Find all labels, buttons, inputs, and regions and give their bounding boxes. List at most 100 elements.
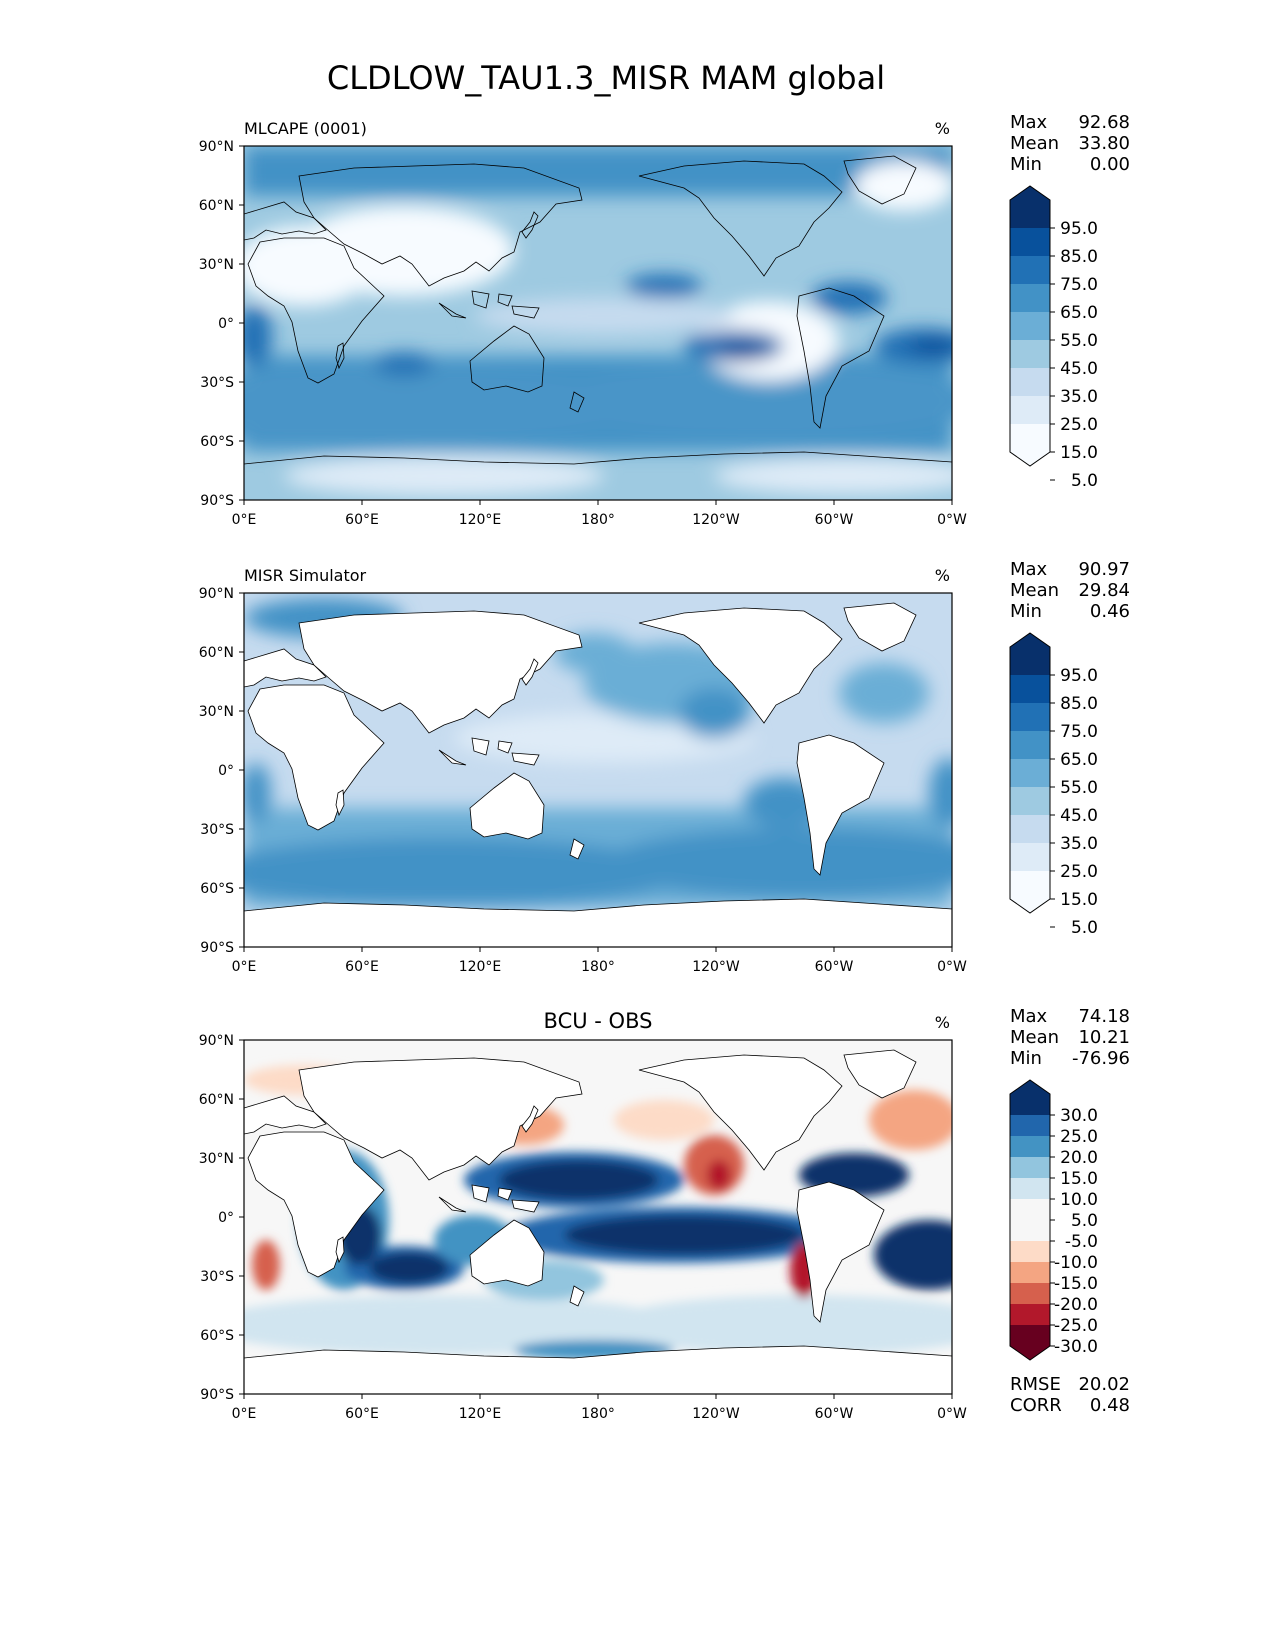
panel-ref-stats: Max 90.97 Mean 29.84 Min 0.46 bbox=[1010, 559, 1130, 622]
colorbar-tick-label: -30.0 bbox=[1054, 1337, 1098, 1357]
lat-tick-label: 30°S bbox=[200, 822, 234, 838]
panel-test-colorbar: 95.0 85.0 75.0 65.0 55.0 45.0 35.0 25.0 15.0 5.0 bbox=[1009, 185, 1098, 491]
colorbar-swatch bbox=[1010, 368, 1050, 397]
stat-label: Max bbox=[1010, 1006, 1048, 1027]
lat-tick-label: 30°N bbox=[199, 704, 234, 720]
colorbar-extend-bottom bbox=[1010, 452, 1050, 466]
stat-value: 0.00 bbox=[1090, 154, 1130, 175]
lat-tick-label: 0° bbox=[218, 1210, 234, 1226]
colorbar-swatch bbox=[1010, 815, 1050, 844]
lat-tick-label: 60°N bbox=[199, 645, 234, 661]
stat-value: 10.21 bbox=[1078, 1027, 1130, 1048]
lon-tick-label: 120°W bbox=[692, 1406, 740, 1422]
panel-ref-colorbar: 95.0 85.0 75.0 65.0 55.0 45.0 35.0 25.0 15.0 5.0 bbox=[1009, 632, 1098, 938]
colorbar-swatch bbox=[1010, 312, 1050, 341]
colorbar-swatch bbox=[1010, 1283, 1050, 1305]
stat-value: 33.80 bbox=[1078, 133, 1130, 154]
lat-tick-label: 90°N bbox=[199, 139, 234, 155]
colorbar-tick-label: 15.0 bbox=[1060, 890, 1098, 910]
stat-value: 0.46 bbox=[1090, 601, 1130, 622]
colorbar-tick-label: 95.0 bbox=[1060, 666, 1098, 686]
lon-tick-label: 0°W bbox=[937, 959, 967, 975]
colorbar-swatch bbox=[1010, 284, 1050, 313]
colorbar-extend-bottom bbox=[1010, 899, 1050, 913]
colorbar-swatch bbox=[1010, 1304, 1050, 1326]
panel-ref-axes: 90°N 60°N 30°N 0° 30°S 60°S 90°S 0°E 60°E 120°E 18… bbox=[199, 586, 967, 975]
stat-value: -76.96 bbox=[1072, 1048, 1130, 1069]
rmse-value: 20.02 bbox=[1078, 1374, 1130, 1395]
colorbar-tick-label: 15.0 bbox=[1060, 1169, 1098, 1189]
colorbar-swatch bbox=[1010, 1115, 1050, 1137]
lat-tick-label: 30°S bbox=[200, 1269, 234, 1285]
panel-ref-units: % bbox=[935, 566, 950, 585]
colorbar-tick-label: 75.0 bbox=[1060, 275, 1098, 295]
lon-tick-label: 0°W bbox=[937, 512, 967, 528]
lon-tick-label: 120°E bbox=[459, 512, 502, 528]
stat-label: Mean bbox=[1010, 580, 1059, 601]
colorbar-tick-label: -10.0 bbox=[1054, 1253, 1098, 1273]
lat-tick-label: 90°S bbox=[200, 940, 234, 956]
colorbar-tick-label: 15.0 bbox=[1060, 443, 1098, 463]
colorbar-tick-label: 45.0 bbox=[1060, 359, 1098, 379]
colorbar-tick-label: 5.0 bbox=[1071, 1211, 1098, 1231]
lat-tick-label: 30°N bbox=[199, 1151, 234, 1167]
lon-tick-label: 180° bbox=[581, 1406, 615, 1422]
colorbar-tick-label: 25.0 bbox=[1060, 862, 1098, 882]
lat-tick-label: 90°S bbox=[200, 1387, 234, 1403]
stat-label: Min bbox=[1010, 1048, 1042, 1069]
panel-ref: MISR Simulator % 90°N60°N30°N0°30°S60°S9… bbox=[199, 566, 967, 975]
panel-diff-colorbar: 30.025.020.015.010.05.0-5.0-10.0-15.0-20… bbox=[1009, 1079, 1098, 1361]
colorbar-swatch bbox=[1010, 703, 1050, 732]
lon-tick-label: 60°E bbox=[345, 1406, 379, 1422]
colorbar-swatch bbox=[1010, 1262, 1050, 1284]
colorbar-tick-label: -25.0 bbox=[1054, 1316, 1098, 1336]
colorbar-tick-label: 95.0 bbox=[1060, 219, 1098, 239]
panel-ref-title: MISR Simulator bbox=[244, 566, 367, 585]
colorbar-tick-label: 20.0 bbox=[1060, 1148, 1098, 1168]
lon-tick-label: 0°E bbox=[232, 959, 257, 975]
stat-value: 92.68 bbox=[1078, 112, 1130, 133]
lat-tick-label: 0° bbox=[218, 763, 234, 779]
lat-tick-label: 60°S bbox=[200, 434, 234, 450]
colorbar-tick-label: 35.0 bbox=[1060, 834, 1098, 854]
colorbar-extend-top bbox=[1010, 633, 1050, 647]
colorbar-swatch bbox=[1010, 1178, 1050, 1200]
lon-tick-label: 0°E bbox=[232, 512, 257, 528]
colorbar-tick-label: 65.0 bbox=[1060, 303, 1098, 323]
panel-diff-footer-stats: RMSE 20.02 CORR 0.48 bbox=[1010, 1374, 1130, 1416]
colorbar-swatch bbox=[1010, 647, 1050, 676]
lon-tick-label: 60°W bbox=[815, 1406, 854, 1422]
colorbar-tick-label: -15.0 bbox=[1054, 1274, 1098, 1294]
colorbar-extend-bottom bbox=[1010, 1346, 1050, 1360]
stat-label: Max bbox=[1010, 112, 1048, 133]
colorbar-swatch bbox=[1010, 731, 1050, 760]
colorbar-tick-label: 85.0 bbox=[1060, 694, 1098, 714]
colorbar-tick-label: 25.0 bbox=[1060, 1127, 1098, 1147]
stat-label: Min bbox=[1010, 601, 1042, 622]
panel-test-stats: Max 92.68 Mean 33.80 Min 0.00 bbox=[1010, 112, 1130, 175]
lat-tick-label: 60°N bbox=[199, 198, 234, 214]
stat-label: Min bbox=[1010, 154, 1042, 175]
lat-tick-label: 90°S bbox=[200, 493, 234, 509]
stat-value: 29.84 bbox=[1078, 580, 1130, 601]
colorbar-tick-label: -20.0 bbox=[1054, 1295, 1098, 1315]
lat-tick-label: 30°N bbox=[199, 257, 234, 273]
colorbar-swatch bbox=[1010, 340, 1050, 369]
colorbar-tick-label: 75.0 bbox=[1060, 722, 1098, 742]
lat-tick-label: 0° bbox=[218, 316, 234, 332]
colorbar-swatch bbox=[1010, 871, 1050, 900]
colorbar-tick-label: 55.0 bbox=[1060, 778, 1098, 798]
lon-tick-label: 60°E bbox=[345, 959, 379, 975]
colorbar-swatch bbox=[1010, 256, 1050, 285]
colorbar-tick-label: 45.0 bbox=[1060, 806, 1098, 826]
stat-value: 90.97 bbox=[1078, 559, 1130, 580]
panel-test: MLCAPE (0001) % bbox=[199, 119, 967, 528]
colorbar-swatch bbox=[1010, 787, 1050, 816]
lon-tick-label: 120°W bbox=[692, 959, 740, 975]
colorbar-swatch bbox=[1010, 1220, 1050, 1242]
lon-tick-label: 180° bbox=[581, 512, 615, 528]
colorbar-swatch bbox=[1010, 200, 1050, 229]
stat-value: 74.18 bbox=[1078, 1006, 1130, 1027]
lat-tick-label: 60°S bbox=[200, 881, 234, 897]
colorbar-tick-label: 5.0 bbox=[1071, 471, 1098, 491]
